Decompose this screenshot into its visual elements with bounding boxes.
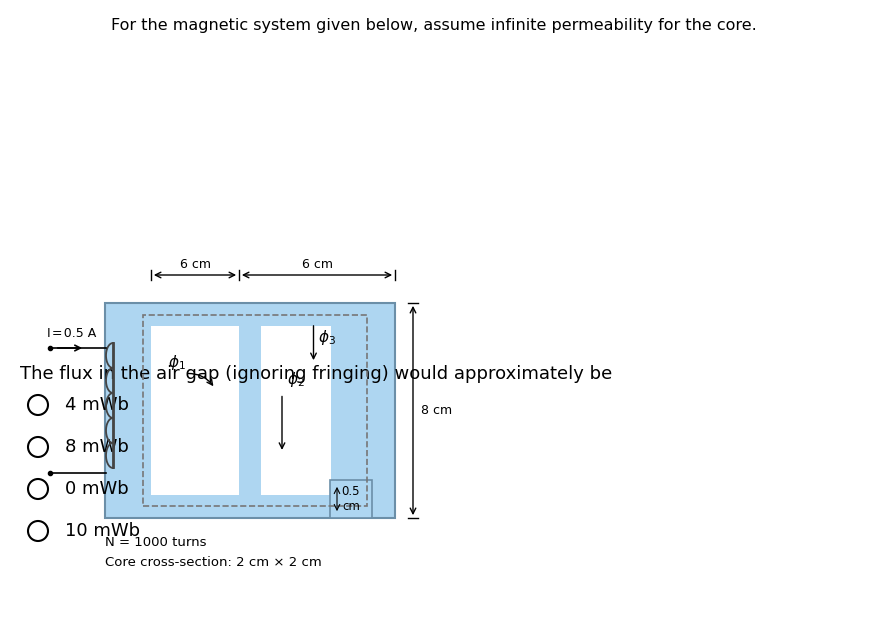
Text: 8 mWb: 8 mWb <box>65 438 129 456</box>
Text: $\phi_2$: $\phi_2$ <box>287 369 305 389</box>
Text: 8 cm: 8 cm <box>421 404 452 417</box>
Text: The flux in the air gap (ignoring fringing) would approximately be: The flux in the air gap (ignoring fringi… <box>20 365 613 383</box>
Text: $\phi_1$: $\phi_1$ <box>168 353 186 371</box>
Bar <box>330 480 372 518</box>
Bar <box>330 480 372 518</box>
Text: 4 mWb: 4 mWb <box>65 396 129 414</box>
Text: For the magnetic system given below, assume infinite permeability for the core.: For the magnetic system given below, ass… <box>111 18 757 33</box>
Bar <box>261 326 331 495</box>
Text: I = 0.5 A: I = 0.5 A <box>47 327 96 340</box>
Bar <box>151 326 239 495</box>
Text: 0 mWb: 0 mWb <box>65 480 129 498</box>
Text: 6 cm: 6 cm <box>180 258 210 271</box>
Text: 6 cm: 6 cm <box>302 258 333 271</box>
Bar <box>143 315 367 506</box>
Bar <box>105 303 395 518</box>
Text: $\phi_3$: $\phi_3$ <box>319 328 336 347</box>
Text: Core cross-section: 2 cm × 2 cm: Core cross-section: 2 cm × 2 cm <box>105 556 322 569</box>
Text: 0.5
cm: 0.5 cm <box>342 485 361 513</box>
Text: 10 mWb: 10 mWb <box>65 522 140 540</box>
Text: N = 1000 turns: N = 1000 turns <box>105 536 207 549</box>
